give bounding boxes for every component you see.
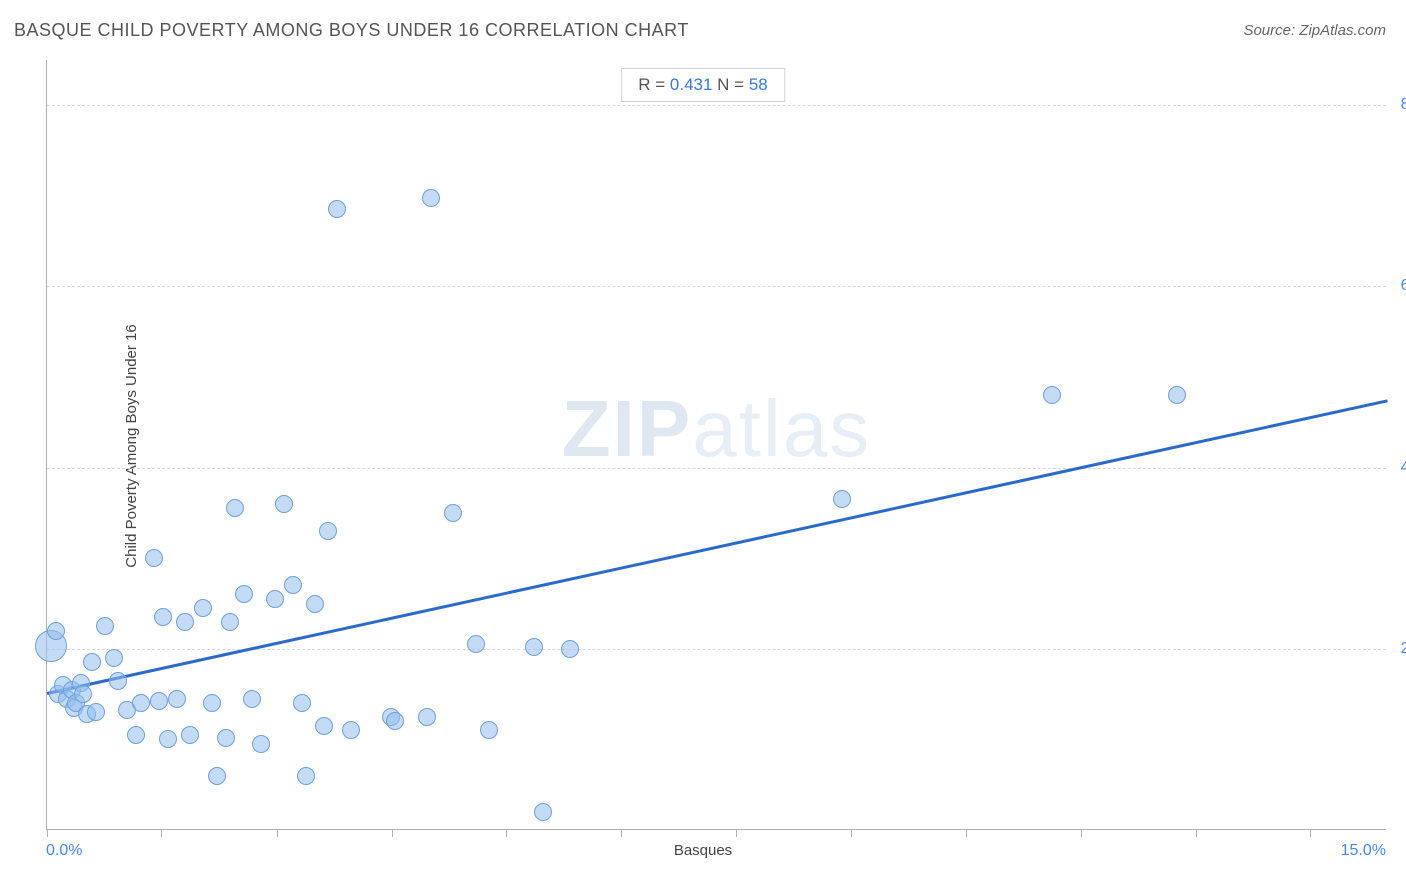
x-min-label: 0.0%	[46, 842, 82, 860]
scatter-point	[315, 717, 333, 735]
scatter-point	[297, 767, 315, 785]
scatter-point	[150, 692, 168, 710]
y-tick-label: 60.0%	[1391, 277, 1406, 295]
scatter-point	[154, 608, 172, 626]
scatter-point	[181, 726, 199, 744]
scatter-point	[467, 635, 485, 653]
stats-box: R = 0.431 N = 58	[621, 68, 785, 102]
n-value: 58	[749, 75, 768, 94]
scatter-point	[105, 649, 123, 667]
gridline	[47, 286, 1386, 287]
r-value: 0.431	[670, 75, 713, 94]
scatter-point	[168, 690, 186, 708]
x-tick	[392, 829, 393, 837]
x-tick	[851, 829, 852, 837]
n-label: N =	[712, 75, 748, 94]
scatter-point	[386, 712, 404, 730]
scatter-point	[145, 549, 163, 567]
scatter-point	[275, 495, 293, 513]
x-max-label: 15.0%	[1341, 842, 1386, 860]
scatter-point	[132, 694, 150, 712]
scatter-point	[418, 708, 436, 726]
x-tick	[966, 829, 967, 837]
scatter-point	[561, 640, 579, 658]
chart-title: BASQUE CHILD POVERTY AMONG BOYS UNDER 16…	[14, 20, 689, 41]
scatter-point	[226, 499, 244, 517]
watermark: ZIPatlas	[562, 383, 871, 475]
source-attribution: Source: ZipAtlas.com	[1243, 22, 1386, 39]
scatter-point	[534, 803, 552, 821]
x-tick	[1310, 829, 1311, 837]
x-tick	[736, 829, 737, 837]
scatter-point	[328, 200, 346, 218]
scatter-point	[47, 622, 65, 640]
x-tick	[621, 829, 622, 837]
scatter-point	[266, 590, 284, 608]
plot-area: ZIPatlas 20.0%40.0%60.0%80.0%	[46, 60, 1386, 830]
r-label: R =	[638, 75, 670, 94]
scatter-point	[74, 685, 92, 703]
x-tick	[506, 829, 507, 837]
scatter-point	[306, 595, 324, 613]
scatter-point	[1168, 386, 1186, 404]
scatter-point	[176, 613, 194, 631]
scatter-point	[833, 490, 851, 508]
scatter-point	[235, 585, 253, 603]
scatter-point	[1043, 386, 1061, 404]
scatter-point	[87, 703, 105, 721]
watermark-bold: ZIP	[562, 384, 692, 473]
scatter-point	[319, 522, 337, 540]
scatter-point	[96, 617, 114, 635]
scatter-point	[243, 690, 261, 708]
x-tick	[1196, 829, 1197, 837]
x-tick	[47, 829, 48, 837]
scatter-point	[444, 504, 462, 522]
scatter-point	[83, 653, 101, 671]
scatter-point	[284, 576, 302, 594]
gridline	[47, 105, 1386, 106]
trend-line	[47, 400, 1388, 695]
scatter-point	[203, 694, 221, 712]
scatter-point	[525, 638, 543, 656]
gridline	[47, 468, 1386, 469]
scatter-point	[252, 735, 270, 753]
x-tick	[277, 829, 278, 837]
x-axis-title: Basques	[674, 842, 732, 859]
scatter-point	[109, 672, 127, 690]
scatter-point	[422, 189, 440, 207]
y-tick-label: 40.0%	[1391, 459, 1406, 477]
y-tick-label: 80.0%	[1391, 96, 1406, 114]
x-tick	[161, 829, 162, 837]
scatter-point	[159, 730, 177, 748]
y-tick-label: 20.0%	[1391, 640, 1406, 658]
scatter-point	[342, 721, 360, 739]
chart-container: BASQUE CHILD POVERTY AMONG BOYS UNDER 16…	[0, 0, 1406, 892]
x-tick	[1081, 829, 1082, 837]
scatter-point	[480, 721, 498, 739]
watermark-rest: atlas	[692, 384, 871, 473]
scatter-point	[217, 729, 235, 747]
scatter-point	[194, 599, 212, 617]
scatter-point	[221, 613, 239, 631]
scatter-point	[293, 694, 311, 712]
scatter-point	[127, 726, 145, 744]
scatter-point	[208, 767, 226, 785]
